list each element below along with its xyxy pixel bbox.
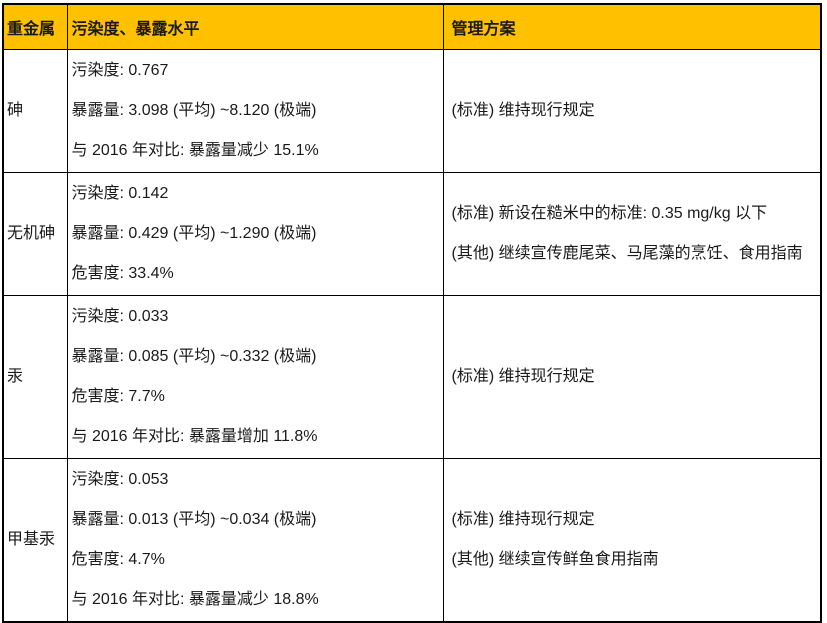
level-line: 污染度: 0.767 [71,61,169,79]
plan-line: (其他) 继续宣传鲜鱼食用指南 [451,550,659,568]
plan-line: (标准) 维持现行规定 [451,510,595,528]
plan-line: (标准) 维持现行规定 [451,367,595,385]
plan-line: (其他) 继续宣传鹿尾菜、马尾藻的烹饪、食用指南 [451,244,803,262]
table-row-arsenic: 砷 污染度: 0.767 暴露量: 3.098 (平均) ~8.120 (极端)… [2,48,822,173]
metal-name: 甲基汞 [2,457,68,622]
levels-cell: 污染度: 0.033 暴露量: 0.085 (平均) ~0.332 (极端) 危… [66,294,444,459]
table-row-methylmercury: 甲基汞 污染度: 0.053 暴露量: 0.013 (平均) ~0.034 (极… [2,457,822,622]
level-line: 暴露量: 0.013 (平均) ~0.034 (极端) [71,510,317,528]
level-line: 危害度: 4.7% [71,550,165,568]
level-line: 与 2016 年对比: 暴露量减少 18.8% [71,590,319,608]
level-line: 暴露量: 0.085 (平均) ~0.332 (极端) [71,347,317,365]
header-cell-metal: 重金属 [2,3,68,50]
level-line: 污染度: 0.053 [71,470,169,488]
header-cell-plans: 管理方案 [442,3,822,50]
metal-name: 汞 [2,294,68,459]
level-line: 暴露量: 0.429 (平均) ~1.290 (极端) [71,224,317,242]
table-row-mercury: 汞 污染度: 0.033 暴露量: 0.085 (平均) ~0.332 (极端)… [2,294,822,459]
level-line: 危害度: 7.7% [71,387,165,405]
plans-cell: (标准) 维持现行规定 (其他) 继续宣传鲜鱼食用指南 [442,457,822,622]
plan-line: (标准) 维持现行规定 [451,101,595,119]
levels-cell: 污染度: 0.142 暴露量: 0.429 (平均) ~1.290 (极端) 危… [66,171,444,296]
level-line: 污染度: 0.142 [71,184,169,202]
plan-line: (标准) 新设在糙米中的标准: 0.35 mg/kg 以下 [451,204,768,222]
heavy-metals-table: 重金属 污染度、暴露水平 管理方案 砷 污染度: 0.767 暴露量: 3.09… [2,3,822,623]
level-line: 与 2016 年对比: 暴露量增加 11.8% [71,427,318,445]
level-line: 与 2016 年对比: 暴露量减少 15.1% [71,141,319,159]
metal-name: 无机砷 [2,171,68,296]
header-row: 重金属 污染度、暴露水平 管理方案 [2,3,822,50]
plans-cell: (标准) 维持现行规定 [442,294,822,459]
level-line: 污染度: 0.033 [71,307,169,325]
plans-cell: (标准) 维持现行规定 [442,48,822,173]
levels-cell: 污染度: 0.767 暴露量: 3.098 (平均) ~8.120 (极端) 与… [66,48,444,173]
levels-cell: 污染度: 0.053 暴露量: 0.013 (平均) ~0.034 (极端) 危… [66,457,444,622]
metal-name: 砷 [2,48,68,173]
plans-cell: (标准) 新设在糙米中的标准: 0.35 mg/kg 以下 (其他) 继续宣传鹿… [442,171,822,296]
level-line: 危害度: 33.4% [71,264,174,282]
level-line: 暴露量: 3.098 (平均) ~8.120 (极端) [71,101,317,119]
header-cell-levels: 污染度、暴露水平 [66,3,444,50]
table-row-inorganic-arsenic: 无机砷 污染度: 0.142 暴露量: 0.429 (平均) ~1.290 (极… [2,171,822,296]
